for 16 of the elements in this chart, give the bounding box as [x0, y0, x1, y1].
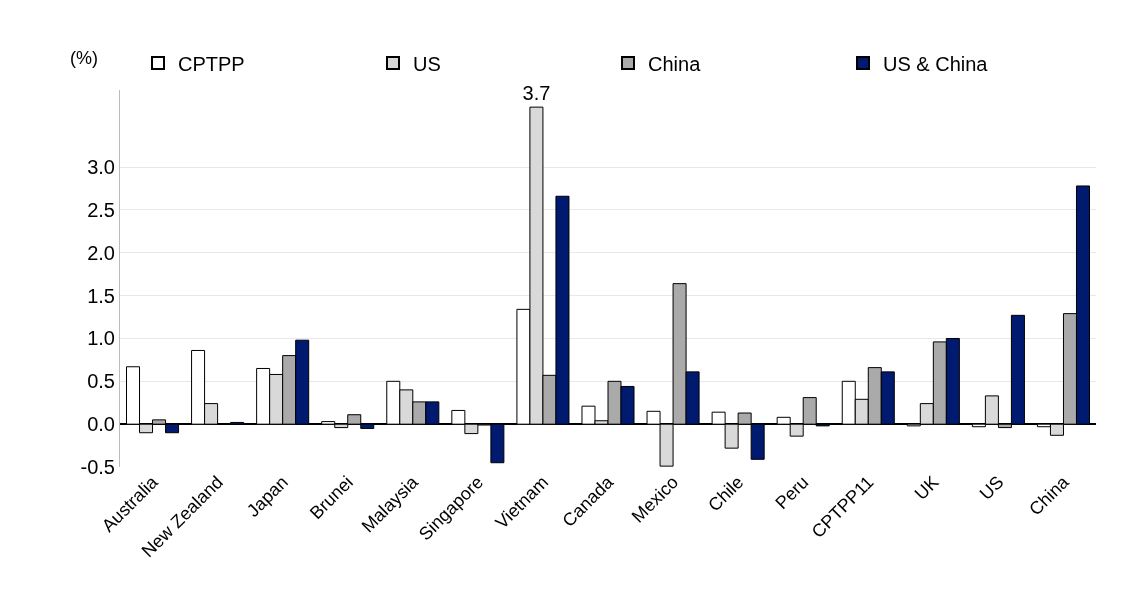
y-tick-label: 0.0: [87, 413, 115, 436]
y-tick-label: 1.0: [87, 327, 115, 350]
legend-label: CPTPP: [178, 52, 245, 75]
y-tick-label: 2.0: [87, 241, 115, 264]
y-tick-label: 1.5: [87, 284, 115, 307]
y-axis-title: (%): [70, 48, 98, 68]
legend-label: China: [648, 52, 702, 75]
y-tick-label: -0.5: [80, 456, 115, 478]
data-label: 3.7: [522, 82, 551, 105]
x-tick-label: UK: [910, 472, 943, 504]
legend-label: US & China: [883, 52, 989, 75]
y-tick-label: 3.0: [87, 156, 115, 179]
legend-label: US: [413, 52, 441, 75]
x-tick-label: US: [975, 472, 1008, 504]
y-tick-label: 2.5: [87, 198, 115, 221]
y-tick-label: 0.5: [87, 370, 115, 393]
